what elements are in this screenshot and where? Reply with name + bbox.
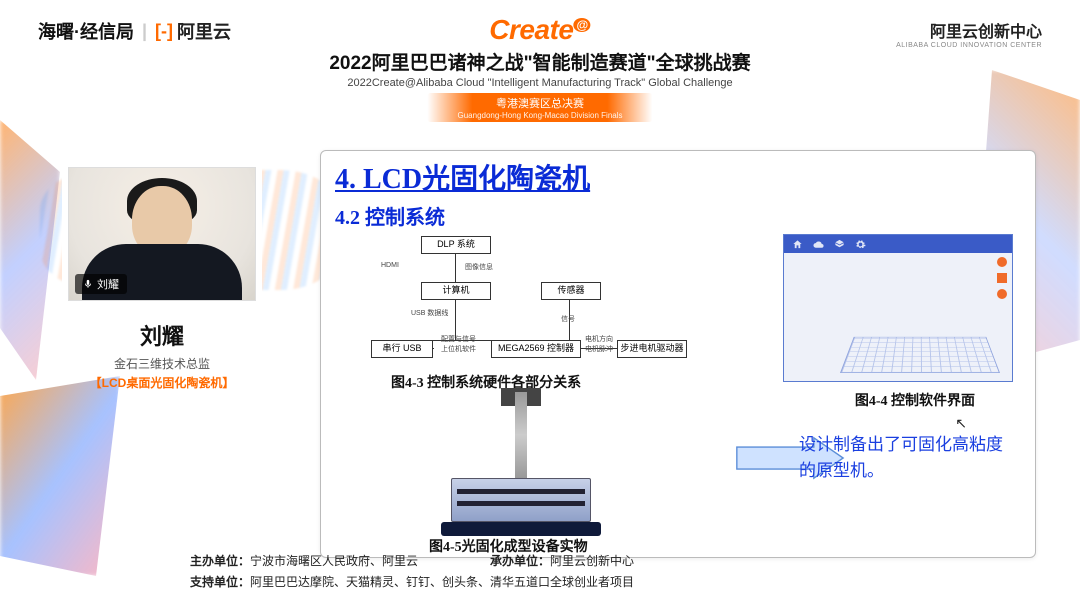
diagram-connector <box>455 254 456 282</box>
diagram-box-sensor: 传感器 <box>541 282 601 300</box>
tool-square-icon <box>997 273 1007 283</box>
diagram-connector <box>433 348 434 349</box>
shared-slide: 4. LCD光固化陶瓷机 4.2 控制系统 DLP 系统 计算机 传感器 串行 … <box>320 150 1036 558</box>
diagram-label-signal: 信号 <box>561 314 575 324</box>
tool-dot-icon <box>997 257 1007 267</box>
presenter-panel: 刘耀 刘耀 金石三维技术总监 【LCD桌面光固化陶瓷机】 <box>68 167 256 391</box>
software-toolbar <box>784 235 1012 253</box>
footer-host: 主办单位：宁波市海曙区人民政府、阿里云 <box>190 551 418 571</box>
page-header: 海曙·经信局 | [-] 阿里云 Create@ 2022阿里巴巴诸神之战"智能… <box>0 0 1080 49</box>
device-column-icon <box>515 392 527 478</box>
device-base-icon <box>441 522 601 536</box>
bg-decor-bottom-left <box>0 376 120 576</box>
division-pill: 粤港澳赛区总决赛 Guangdong-Hong Kong-Macao Divis… <box>428 93 653 122</box>
device-photo <box>421 386 621 536</box>
division-en: Guangdong-Hong Kong-Macao Division Final… <box>458 111 623 120</box>
diagram-box-usb: 串行 USB <box>371 340 433 358</box>
home-icon <box>792 239 803 250</box>
slide-content: DLP 系统 计算机 传感器 串行 USB MEGA2569 控制器 步进电机驱… <box>321 230 1035 558</box>
footer-undertake-value: 阿里云创新中心 <box>550 554 634 568</box>
footer-undertake: 承办单位：阿里云创新中心 <box>490 551 634 571</box>
create-logo-badge-icon: @ <box>573 18 590 32</box>
diagram-box-mega: MEGA2569 控制器 <box>491 340 581 358</box>
footer-undertake-label: 承办单位： <box>490 554 550 568</box>
mic-nametag-label: 刘耀 <box>97 276 119 292</box>
diagram-label-hdmi: HDMI <box>381 262 399 269</box>
right-sponsor-en: ALIBABA CLOUD INNOVATION CENTER <box>896 42 1042 49</box>
callout-remark: 设计制备出了可固化高粘度的原型机。 <box>799 432 1019 483</box>
control-software-ui <box>783 234 1013 382</box>
footer-host-value: 宁波市海曙区人民政府、阿里云 <box>250 554 418 568</box>
diagram-label-usbwire: USB 数据线 <box>411 308 448 318</box>
presenter-video[interactable]: 刘耀 <box>68 167 256 301</box>
event-title-en: 2022Create@Alibaba Cloud "Intelligent Ma… <box>329 77 750 89</box>
mic-nametag: 刘耀 <box>75 274 127 294</box>
gear-icon <box>855 239 866 250</box>
mic-icon <box>83 279 93 289</box>
footer-support-label: 支持单位： <box>190 575 250 589</box>
presenter-name: 刘耀 <box>68 319 256 351</box>
create-logo-text: Create <box>489 14 573 45</box>
create-logo: Create@ <box>329 14 750 46</box>
left-sponsor-name-b: 阿里云 <box>177 18 231 44</box>
slide-title: 4. LCD光固化陶瓷机 <box>321 151 1035 197</box>
software-side-tools <box>995 257 1009 299</box>
figure-caption-4-4: 图4-4 控制软件界面 <box>855 390 975 410</box>
divider-icon: | <box>142 21 147 42</box>
page-footer: 主办单位：宁波市海曙区人民政府、阿里云 承办单位：阿里云创新中心 支持单位：阿里… <box>0 551 1080 592</box>
left-sponsor-name-a: 海曙·经信局 <box>38 18 134 44</box>
diagram-label-cfg: 配置与信号 上位机软件 <box>441 334 476 354</box>
software-grid-icon <box>840 337 1000 373</box>
footer-support-value: 阿里巴巴达摩院、天猫精灵、钉钉、创头条、清华五道口全球创业者项目 <box>250 575 634 589</box>
division-cn: 粤港澳赛区总决赛 <box>496 98 584 110</box>
software-viewport <box>784 253 1012 383</box>
cloud-icon <box>813 239 824 250</box>
slide-subtitle: 4.2 控制系统 <box>321 201 1035 230</box>
device-plate-icon <box>451 478 591 522</box>
footer-support: 支持单位：阿里巴巴达摩院、天猫精灵、钉钉、创头条、清华五道口全球创业者项目 <box>190 572 634 592</box>
diagram-label-motordir: 电机方向 电机脉冲 <box>585 334 613 354</box>
presenter-topic: 【LCD桌面光固化陶瓷机】 <box>68 374 256 391</box>
mouse-cursor-icon: ↖ <box>955 415 967 432</box>
right-sponsor-cn: 阿里云创新中心 <box>896 18 1042 42</box>
left-sponsor: 海曙·经信局 | [-] 阿里云 <box>38 18 231 44</box>
tool-dot-icon <box>997 289 1007 299</box>
layers-icon <box>834 239 845 250</box>
presenter-role: 金石三维技术总监 <box>68 355 256 372</box>
event-title-cn: 2022阿里巴巴诸神之战"智能制造赛道"全球挑战赛 <box>329 48 750 75</box>
device-rail-icon <box>457 489 585 494</box>
diagram-box-motor: 步进电机驱动器 <box>617 340 687 358</box>
aliyun-logo-icon: [-] <box>155 21 173 42</box>
diagram-box-dlp: DLP 系统 <box>421 236 491 254</box>
diagram-box-computer: 计算机 <box>421 282 491 300</box>
diagram-label-imgdata: 图像信息 <box>465 262 493 272</box>
bg-decor-top-left <box>0 120 60 380</box>
right-sponsor: 阿里云创新中心 ALIBABA CLOUD INNOVATION CENTER <box>896 18 1042 49</box>
footer-host-label: 主办单位： <box>190 554 250 568</box>
event-title-block: Create@ 2022阿里巴巴诸神之战"智能制造赛道"全球挑战赛 2022Cr… <box>329 14 750 123</box>
device-rail-icon <box>457 501 585 506</box>
